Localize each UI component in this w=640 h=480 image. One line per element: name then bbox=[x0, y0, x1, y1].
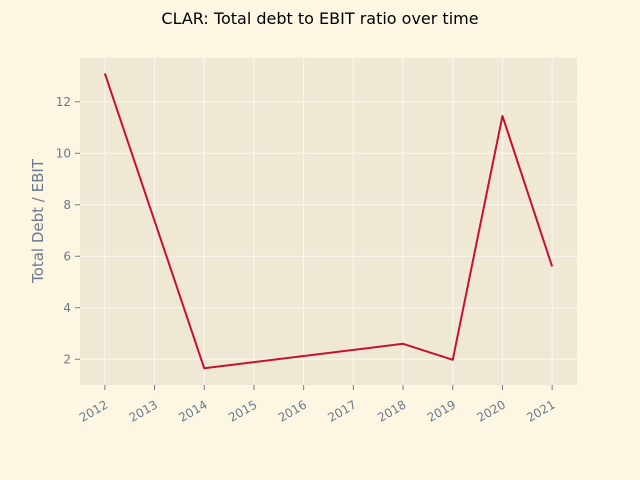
x-tick-label: 2021 bbox=[524, 397, 557, 424]
y-tick-label: 4 bbox=[63, 301, 71, 315]
x-tick-label: 2016 bbox=[276, 397, 309, 424]
y-axis: 2 4 6 8 10 12 bbox=[56, 95, 80, 366]
series-line bbox=[103, 73, 554, 370]
x-tick-label: 2018 bbox=[375, 397, 408, 424]
x-tick-label: 2014 bbox=[176, 397, 209, 424]
y-tick-label: 8 bbox=[63, 198, 71, 212]
y-axis-label: Total Debt / EBIT bbox=[29, 158, 47, 284]
x-axis: 2012 2013 2014 2015 2016 2017 2018 2019 2020 2021 bbox=[77, 385, 558, 425]
x-tick-label: 2019 bbox=[425, 397, 458, 424]
y-tick-label: 2 bbox=[63, 352, 71, 366]
x-tick-label: 2015 bbox=[226, 397, 259, 424]
x-tick-label: 2013 bbox=[127, 397, 160, 424]
y-tick-label: 10 bbox=[56, 146, 71, 160]
y-tick-label: 6 bbox=[63, 249, 71, 263]
x-tick-label: 2012 bbox=[77, 397, 110, 424]
y-tick-label: 12 bbox=[56, 95, 71, 109]
gridlines bbox=[80, 58, 577, 385]
chart-title: CLAR: Total debt to EBIT ratio over time bbox=[161, 9, 478, 28]
plot-area bbox=[80, 58, 577, 385]
x-tick-label: 2017 bbox=[325, 397, 358, 424]
x-tick-label: 2020 bbox=[474, 397, 507, 424]
